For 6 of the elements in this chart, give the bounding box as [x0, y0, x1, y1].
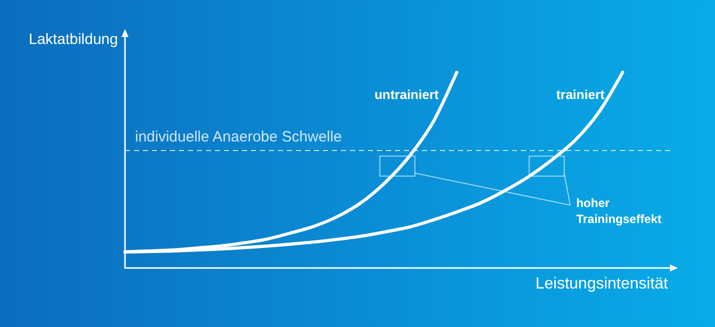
series-label: untrainiert — [374, 87, 440, 102]
x-axis-title: Leistungsintensität — [535, 276, 669, 292]
y-axis-title: Laktatbildung — [28, 31, 118, 48]
ref-line-label: individuelle Anaerobe Schwelle — [135, 128, 342, 146]
annotation: hoher Trainingseffekt — [576, 196, 662, 226]
series-label: trainiert — [556, 87, 606, 102]
